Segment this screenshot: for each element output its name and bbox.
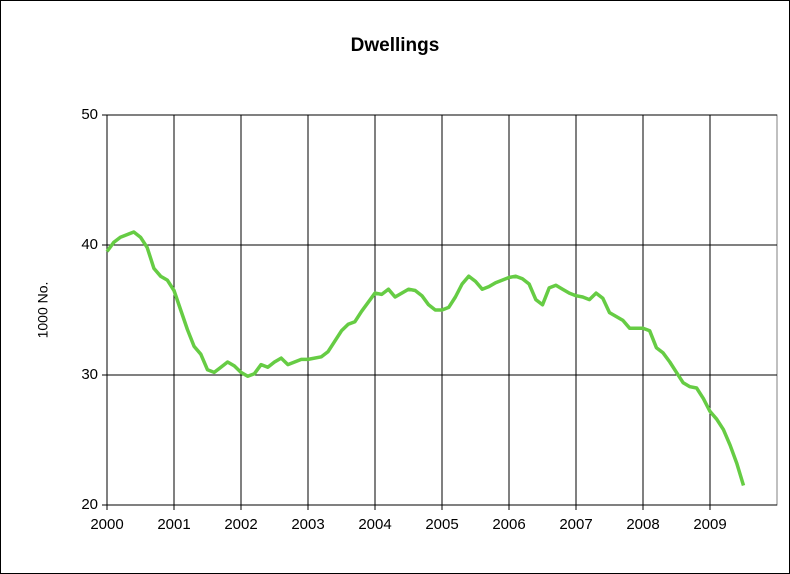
x-tick-label: 2000 <box>90 516 123 533</box>
y-tick-label: 40 <box>81 236 98 253</box>
x-tick-label: 2002 <box>224 516 257 533</box>
x-tick-label: 2003 <box>291 516 324 533</box>
chart-title: Dwellings <box>351 35 440 56</box>
y-tick-label: 20 <box>81 496 98 513</box>
y-tick-label: 50 <box>81 106 98 123</box>
data-line <box>105 230 746 487</box>
x-tick-label: 2005 <box>425 516 458 533</box>
y-tick-label: 30 <box>81 366 98 383</box>
x-tick-label: 2006 <box>492 516 525 533</box>
x-tick-label: 2008 <box>626 516 659 533</box>
y-axis-label: 1000 No. <box>35 282 51 339</box>
x-tick-label: 2001 <box>157 516 190 533</box>
x-tick-label: 2004 <box>358 516 391 533</box>
x-tick-label: 2007 <box>559 516 592 533</box>
x-tick-label: 2009 <box>693 516 726 533</box>
